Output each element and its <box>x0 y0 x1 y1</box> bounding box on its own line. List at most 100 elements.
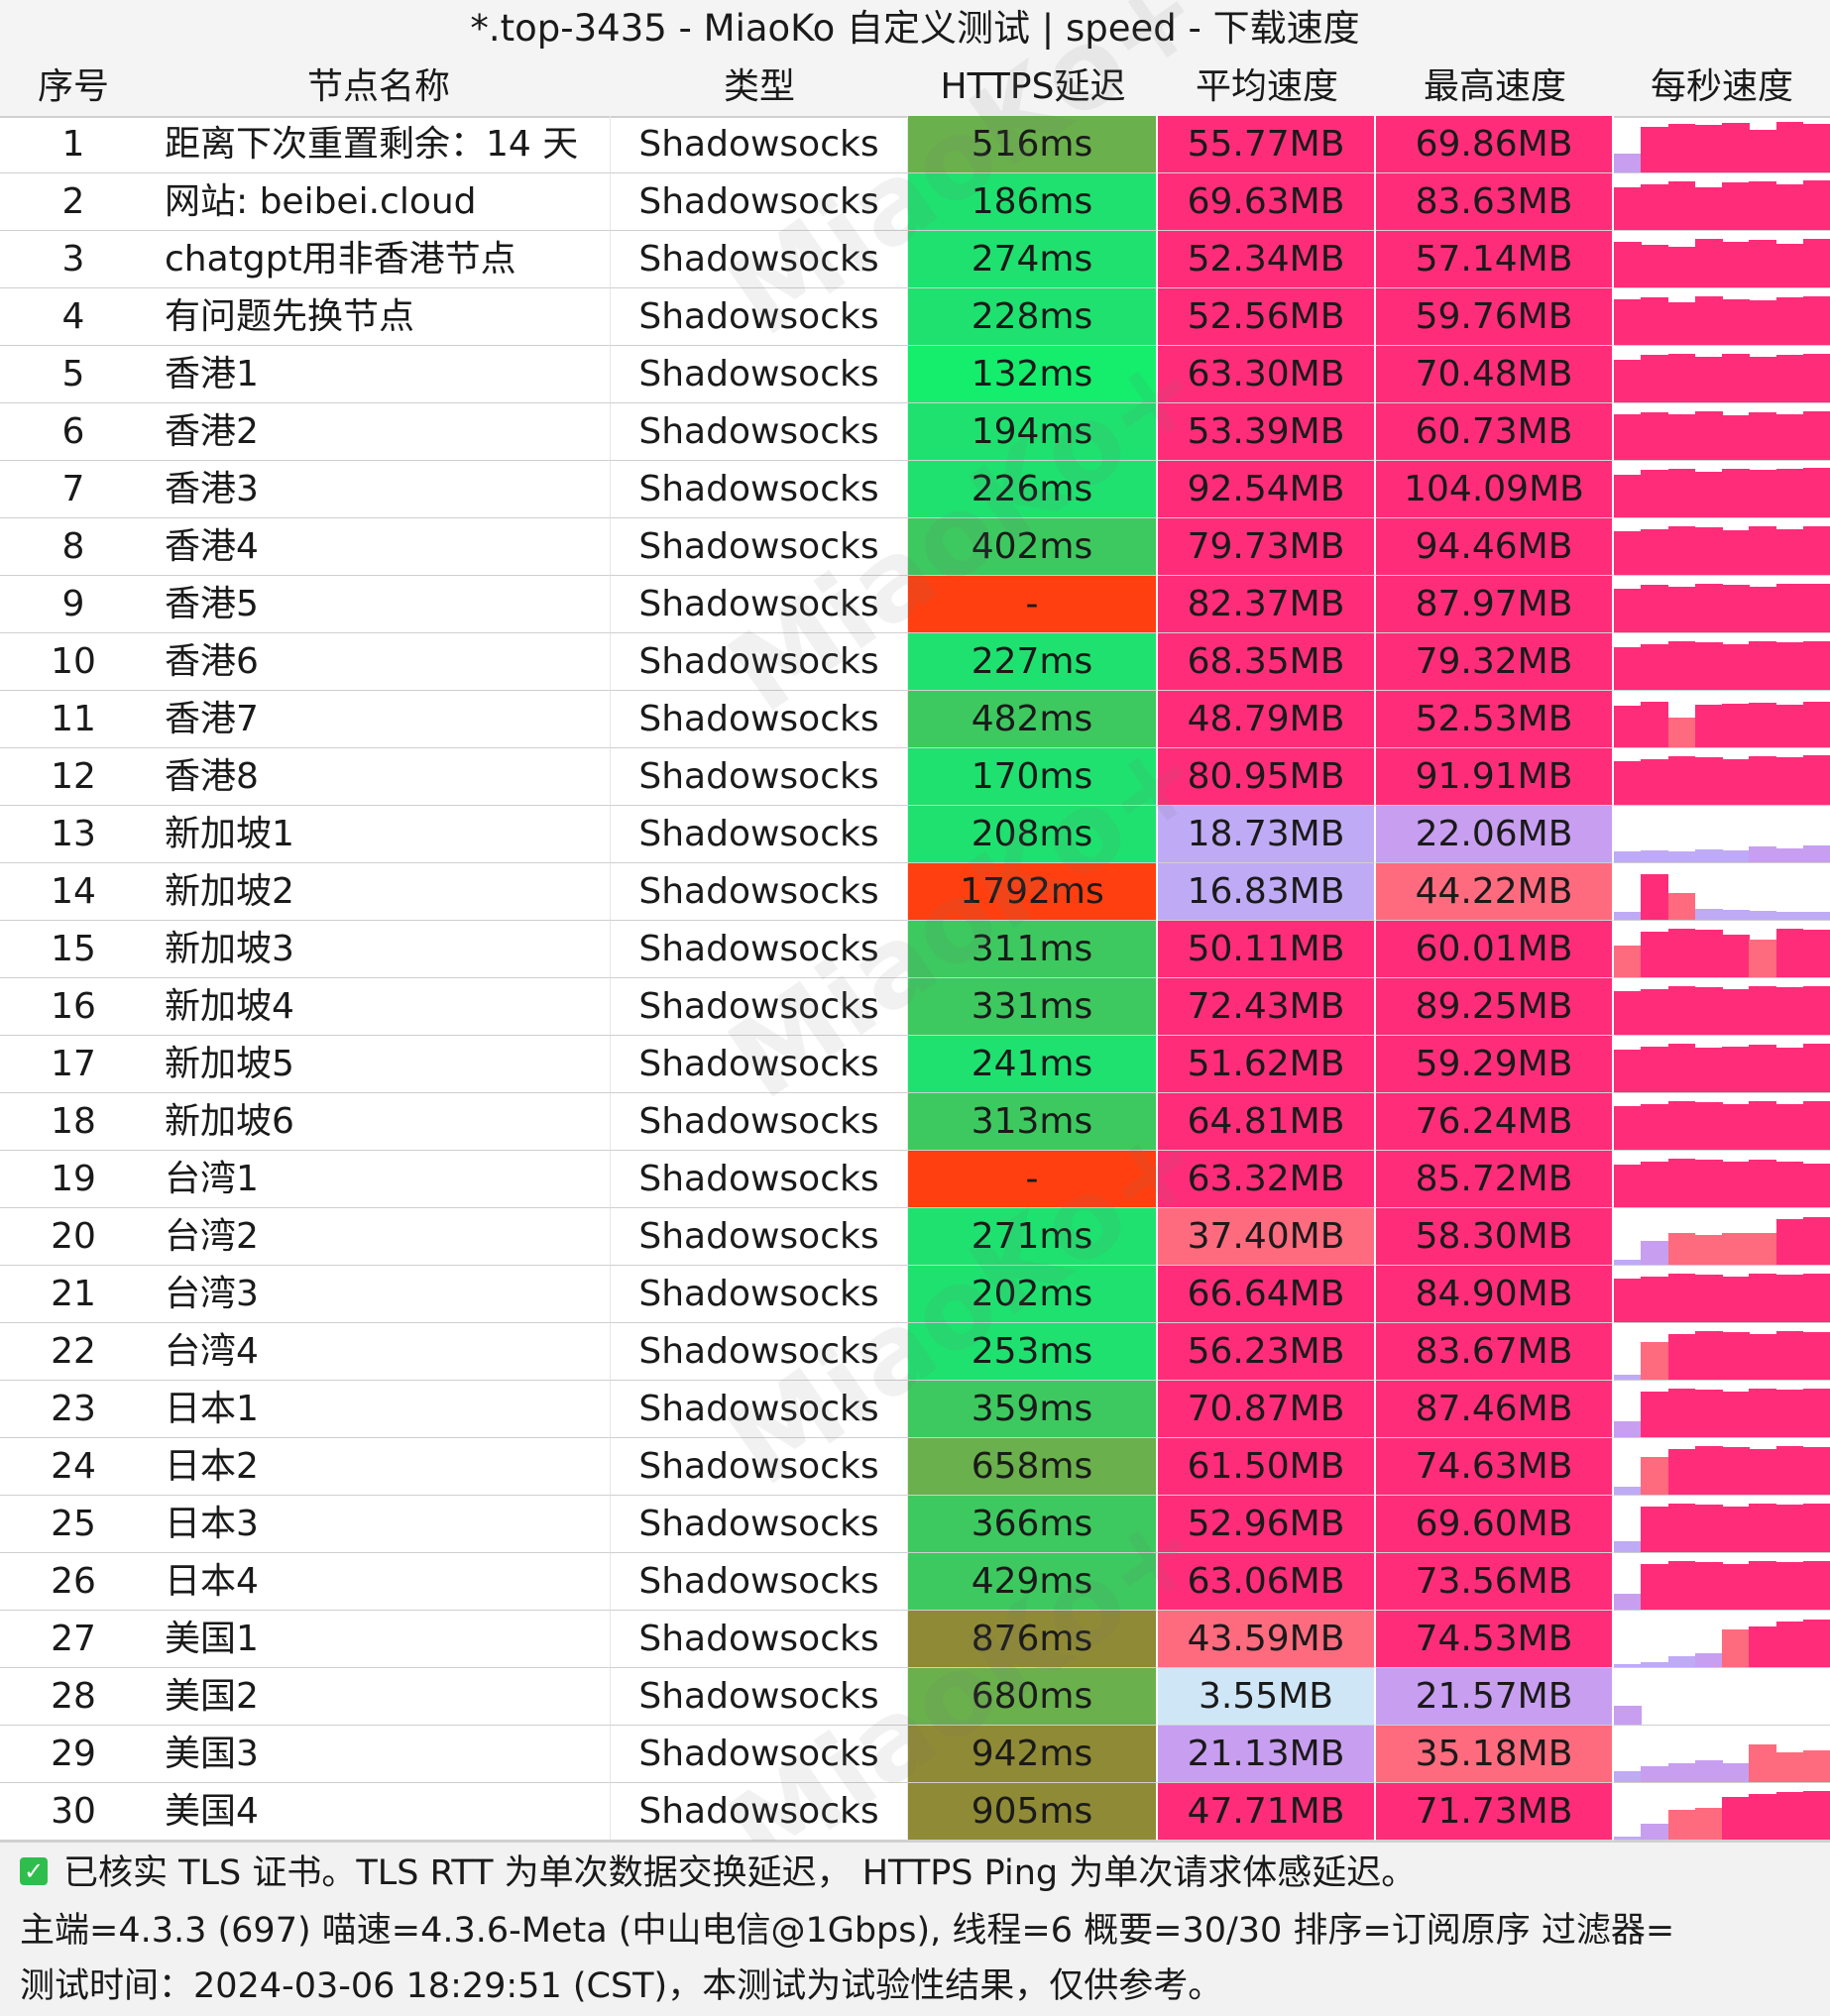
sparkline-bar <box>1614 991 1642 1035</box>
https-latency: 227ms <box>908 633 1158 691</box>
avg-speed: 63.06MB <box>1158 1553 1376 1611</box>
sparkline-bar <box>1667 587 1696 632</box>
avg-speed: 64.81MB <box>1158 1093 1376 1151</box>
node-type: Shadowsocks <box>611 1496 908 1553</box>
sparkline-bar <box>1775 1275 1804 1322</box>
sparkline-bar <box>1641 1507 1668 1552</box>
sparkline-bar <box>1749 412 1776 460</box>
sparkline-bar <box>1802 912 1830 920</box>
sparkline-bar <box>1722 1564 1750 1610</box>
per-second-sparkline <box>1614 1093 1830 1151</box>
sparkline-bar <box>1722 1392 1750 1437</box>
avg-speed: 52.96MB <box>1158 1496 1376 1553</box>
sparkline-bar <box>1775 584 1804 632</box>
sparkline-bar <box>1667 354 1696 402</box>
sparkline-bar <box>1614 1664 1642 1667</box>
sparkline-bar <box>1802 1750 1830 1782</box>
sparkline-bar <box>1802 584 1830 632</box>
sparkline-bar <box>1641 1392 1668 1437</box>
max-speed: 79.32MB <box>1376 633 1614 691</box>
avg-speed: 69.63MB <box>1158 173 1376 231</box>
https-latency: 1792ms <box>908 863 1158 921</box>
sparkline-bar <box>1749 240 1776 287</box>
sparkline-bar <box>1802 1101 1830 1150</box>
row-index: 30 <box>0 1783 147 1841</box>
row-index: 9 <box>0 576 147 633</box>
node-type: Shadowsocks <box>611 633 908 691</box>
sparkline-bar <box>1802 1791 1830 1840</box>
row-index: 6 <box>0 403 147 461</box>
sparkline-bar <box>1641 1662 1668 1667</box>
avg-speed: 47.71MB <box>1158 1783 1376 1841</box>
sparkline-bar <box>1667 1101 1696 1150</box>
row-index: 25 <box>0 1496 147 1553</box>
sparkline-bar <box>1641 1277 1668 1322</box>
table-row: 29 美国3 Shadowsocks 942ms 21.13MB 35.18MB <box>0 1726 1830 1783</box>
node-name: 美国4 <box>147 1783 611 1841</box>
node-name: 香港7 <box>147 691 611 748</box>
sparkline-bar <box>1694 757 1723 805</box>
sparkline-bar <box>1641 702 1668 747</box>
per-second-sparkline <box>1614 403 1830 461</box>
row-index: 29 <box>0 1726 147 1783</box>
row-index: 1 <box>0 116 147 173</box>
sparkline-bar <box>1614 589 1642 632</box>
sparkline-bar <box>1802 641 1830 690</box>
max-speed: 58.30MB <box>1376 1208 1614 1266</box>
sparkline-bar <box>1614 761 1642 805</box>
max-speed: 59.29MB <box>1376 1036 1614 1093</box>
avg-speed: 80.95MB <box>1158 748 1376 806</box>
per-second-sparkline <box>1614 921 1830 978</box>
max-speed: 94.46MB <box>1376 518 1614 576</box>
sparkline-bar <box>1667 1233 1696 1265</box>
per-second-sparkline <box>1614 346 1830 403</box>
sparkline-bar <box>1614 1594 1642 1610</box>
node-type: Shadowsocks <box>611 1783 908 1841</box>
sparkline-bar <box>1802 411 1830 460</box>
max-speed: 71.73MB <box>1376 1783 1614 1841</box>
sparkline-bar <box>1775 1446 1804 1495</box>
table-header: 序号 节点名称 类型 HTTPS延迟 平均速度 最高速度 每秒速度 <box>0 57 1830 118</box>
row-index: 12 <box>0 748 147 806</box>
table-row: 7 香港3 Shadowsocks 226ms 92.54MB 104.09MB <box>0 461 1830 518</box>
https-latency: 241ms <box>908 1036 1158 1093</box>
sparkline-bar <box>1641 245 1668 287</box>
table-row: 24 日本2 Shadowsocks 658ms 61.50MB 74.63MB <box>0 1438 1830 1496</box>
sparkline-bar <box>1667 1389 1696 1437</box>
sparkline-bar <box>1749 526 1776 575</box>
sparkline-bar <box>1722 469 1750 517</box>
sparkline-bar <box>1802 1561 1830 1610</box>
sparkline-bar <box>1694 411 1723 460</box>
node-name: 香港4 <box>147 518 611 576</box>
sparkline-bar <box>1694 584 1723 632</box>
sparkline-bar <box>1749 986 1776 1035</box>
sparkline-bar <box>1641 644 1668 690</box>
sparkline-bar <box>1775 1331 1804 1380</box>
row-index: 24 <box>0 1438 147 1496</box>
node-name: 新加坡6 <box>147 1093 611 1151</box>
sparkline-bar <box>1614 1279 1642 1322</box>
sparkline-bar <box>1614 1375 1642 1380</box>
row-index: 2 <box>0 173 147 231</box>
node-name: 美国3 <box>147 1726 611 1783</box>
row-index: 3 <box>0 231 147 288</box>
node-name: 日本1 <box>147 1381 611 1438</box>
per-second-sparkline <box>1614 1438 1830 1496</box>
sparkline-bar <box>1641 127 1668 172</box>
max-speed: 35.18MB <box>1376 1726 1614 1783</box>
sparkline-bar <box>1667 1561 1696 1610</box>
avg-speed: 48.79MB <box>1158 691 1376 748</box>
sparkline-bar <box>1641 529 1668 575</box>
per-second-sparkline <box>1614 863 1830 921</box>
avg-speed: 66.64MB <box>1158 1266 1376 1323</box>
sparkline-bar <box>1694 1505 1723 1552</box>
sparkline-bar <box>1749 1561 1776 1610</box>
node-name: 香港8 <box>147 748 611 806</box>
sparkline-bar <box>1775 1505 1804 1552</box>
node-name: 网站: beibei.cloud <box>147 173 611 231</box>
sparkline-bar <box>1667 1044 1696 1092</box>
sparkline-bar <box>1775 1104 1804 1150</box>
row-index: 11 <box>0 691 147 748</box>
per-second-sparkline <box>1614 288 1830 346</box>
sparkline-bar <box>1641 850 1668 862</box>
